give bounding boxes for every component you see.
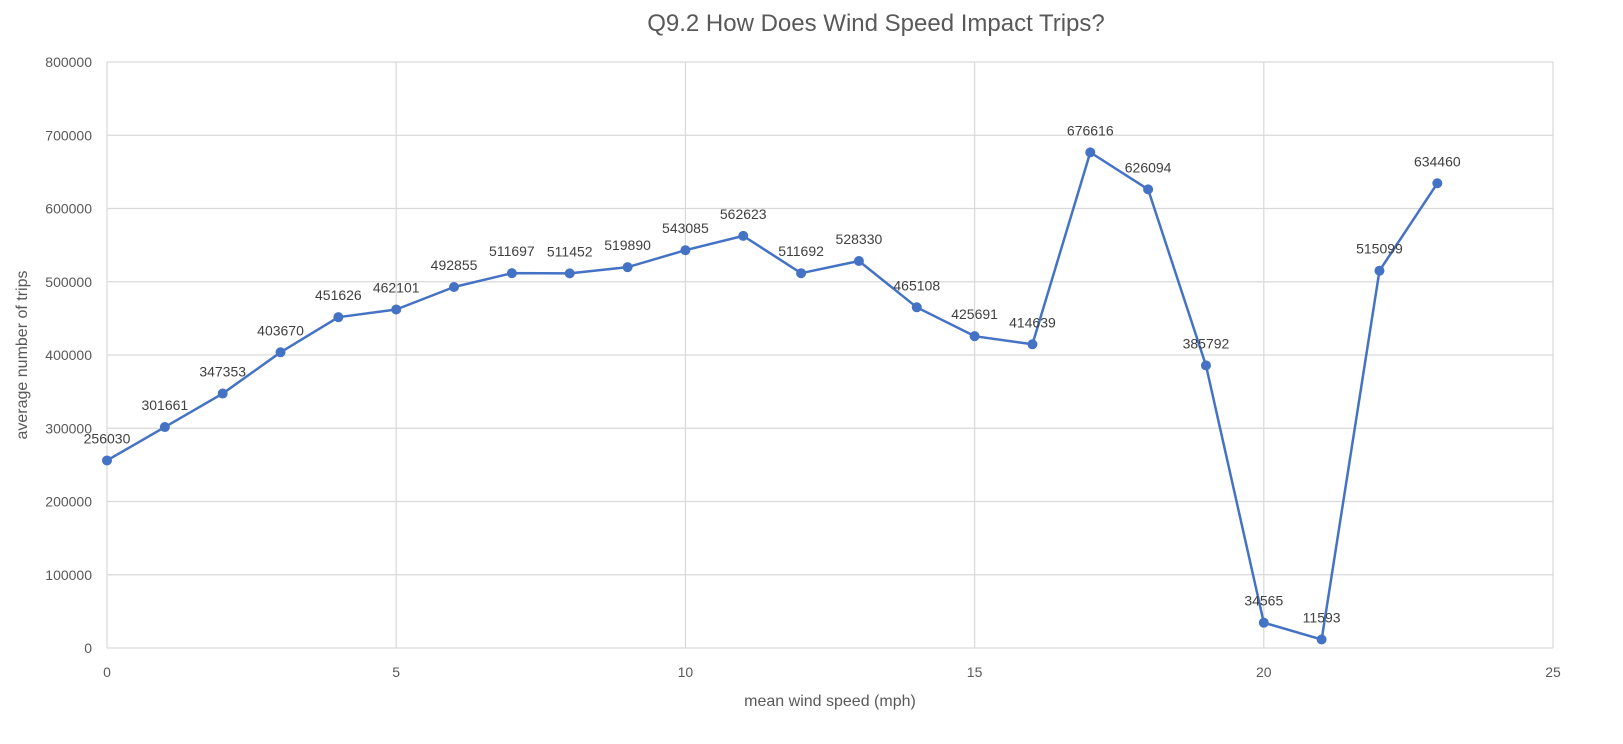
data-label: 465108 bbox=[893, 277, 940, 293]
data-label: 301661 bbox=[141, 397, 188, 413]
data-label: 425691 bbox=[951, 306, 998, 322]
data-label: 462101 bbox=[373, 280, 420, 296]
data-point bbox=[853, 256, 864, 266]
grid-lines bbox=[106, 61, 1554, 649]
data-point bbox=[1432, 178, 1443, 189]
data-point bbox=[911, 302, 922, 313]
data-point bbox=[159, 422, 170, 433]
data-label: 562623 bbox=[720, 206, 767, 222]
data-labels: 256030 301661 347353 403670 451626 462101 4928… bbox=[84, 122, 1461, 625]
y-tick-label: 200000 bbox=[45, 494, 92, 510]
data-point bbox=[102, 455, 112, 466]
data-label: 347353 bbox=[199, 364, 246, 380]
data-label: 414639 bbox=[1009, 314, 1056, 330]
series-layer bbox=[102, 147, 1443, 645]
data-point bbox=[622, 262, 633, 273]
data-label: 256030 bbox=[84, 430, 131, 446]
y-tick-label: 300000 bbox=[45, 420, 92, 436]
series-line bbox=[105, 151, 1439, 641]
data-label: 676616 bbox=[1067, 122, 1114, 138]
x-tick-label: 20 bbox=[1256, 664, 1272, 680]
y-axis-title: average number of trips bbox=[14, 271, 31, 440]
data-point bbox=[1374, 265, 1385, 276]
data-label: 492855 bbox=[431, 257, 478, 273]
data-label: 634460 bbox=[1414, 153, 1461, 169]
y-tick-label: 100000 bbox=[45, 567, 92, 583]
data-point bbox=[1085, 147, 1096, 158]
data-label: 511697 bbox=[489, 243, 535, 259]
data-point bbox=[1027, 339, 1038, 350]
data-point bbox=[333, 312, 344, 323]
data-point bbox=[506, 268, 517, 279]
x-tick-label: 25 bbox=[1545, 664, 1561, 680]
x-tick-label: 10 bbox=[678, 664, 694, 680]
data-point bbox=[391, 304, 402, 315]
data-label: 515099 bbox=[1356, 241, 1403, 257]
data-point bbox=[1200, 360, 1211, 371]
data-label: 11593 bbox=[1303, 610, 1341, 626]
data-point bbox=[1316, 634, 1327, 645]
chart-title: Q9.2 How Does Wind Speed Impact Trips? bbox=[647, 10, 1105, 37]
data-point bbox=[738, 230, 749, 241]
data-point bbox=[680, 245, 691, 256]
data-point bbox=[275, 347, 286, 358]
data-label: 511452 bbox=[547, 243, 593, 259]
data-label: 519890 bbox=[604, 237, 651, 253]
data-label: 451626 bbox=[315, 287, 362, 303]
data-point bbox=[564, 268, 575, 279]
y-tick-label: 600000 bbox=[45, 201, 92, 217]
data-point bbox=[1258, 617, 1269, 628]
data-point bbox=[796, 268, 807, 279]
data-label: 403670 bbox=[257, 322, 304, 338]
data-label: 34565 bbox=[1244, 593, 1283, 609]
data-point bbox=[217, 388, 228, 399]
data-label: 511692 bbox=[778, 243, 824, 259]
data-label: 543085 bbox=[662, 220, 709, 236]
x-tick-label: 5 bbox=[392, 664, 400, 680]
data-label: 385792 bbox=[1183, 335, 1230, 351]
y-tick-label: 700000 bbox=[45, 127, 92, 143]
y-tick-label: 400000 bbox=[45, 347, 92, 363]
x-tick-label: 0 bbox=[103, 664, 111, 680]
data-point bbox=[1143, 184, 1154, 195]
y-tick-label: 500000 bbox=[45, 274, 92, 290]
x-tick-label: 15 bbox=[967, 664, 983, 680]
data-label: 528330 bbox=[836, 231, 883, 247]
data-point bbox=[449, 281, 460, 292]
data-label: 626094 bbox=[1125, 159, 1172, 175]
y-tick-label: 0 bbox=[84, 640, 92, 656]
data-point bbox=[969, 331, 980, 342]
axes: 0 100000 200000 300000 400000 500000 600000 700… bbox=[45, 54, 1561, 680]
x-axis-title: mean wind speed (mph) bbox=[744, 693, 916, 710]
y-tick-label: 800000 bbox=[45, 54, 92, 70]
